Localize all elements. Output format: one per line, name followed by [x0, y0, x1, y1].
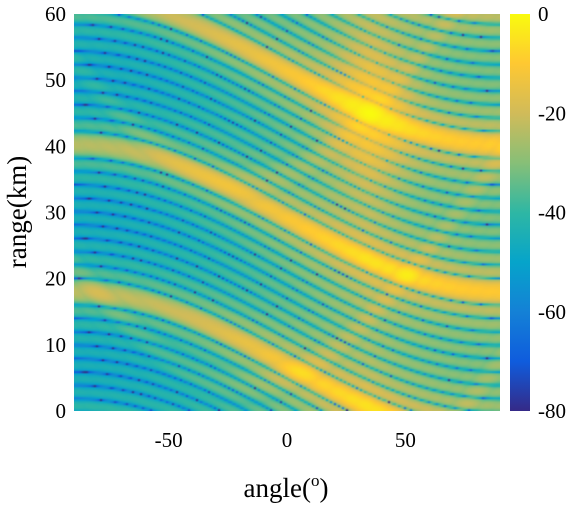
colorbar-tick-label: 0 — [538, 2, 549, 26]
colorbar-tick-label: -80 — [538, 399, 566, 423]
heatmap-image — [74, 14, 500, 411]
x-axis-label-close: ) — [319, 473, 328, 503]
y-tick-label: 40 — [45, 134, 66, 158]
colorbar-tick-label: -60 — [538, 300, 566, 324]
x-axis-label: angle(o) — [244, 471, 329, 503]
x-axis-label-base: angle( — [244, 473, 311, 503]
colorbar-tick-labels: 0 -20 -40 -60 -80 — [538, 2, 566, 423]
x-axis: -50 0 50 angle(o) — [155, 428, 416, 503]
y-tick-label: 30 — [45, 201, 66, 225]
y-tick-labels: 0 10 20 30 40 50 60 — [45, 2, 66, 423]
y-tick-label: 50 — [45, 68, 66, 92]
x-tick-label: 0 — [282, 428, 293, 452]
colorbar-tick-label: -40 — [538, 201, 566, 225]
x-tick-label: -50 — [155, 428, 183, 452]
y-axis-label: range(km) — [2, 156, 32, 268]
colorbar: 0 -20 -40 -60 -80 — [510, 2, 566, 423]
y-tick-label: 60 — [45, 2, 66, 26]
y-tick-label: 0 — [56, 399, 67, 423]
y-tick-label: 10 — [45, 333, 66, 357]
colorbar-gradient — [510, 14, 530, 411]
x-axis-label-superscript: o — [311, 471, 320, 490]
x-tick-labels: -50 0 50 — [155, 428, 416, 452]
colorbar-tick-label: -20 — [538, 101, 566, 125]
heatmap-plot-area — [74, 14, 500, 411]
x-tick-label: 50 — [395, 428, 416, 452]
y-tick-label: 20 — [45, 267, 66, 291]
y-axis: 0 10 20 30 40 50 60 range(km) — [2, 2, 66, 423]
